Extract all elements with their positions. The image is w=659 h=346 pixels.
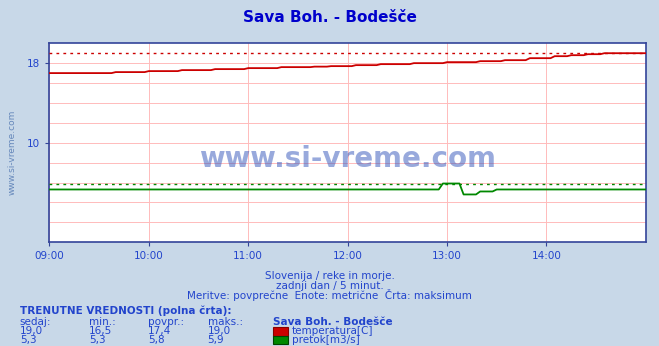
Text: Meritve: povprečne  Enote: metrične  Črta: maksimum: Meritve: povprečne Enote: metrične Črta:… [187, 289, 472, 301]
Text: Sava Boh. - Bodešče: Sava Boh. - Bodešče [243, 10, 416, 26]
Text: 5,3: 5,3 [20, 335, 36, 345]
Text: pretok[m3/s]: pretok[m3/s] [292, 335, 360, 345]
Text: 5,9: 5,9 [208, 335, 224, 345]
Text: 16,5: 16,5 [89, 326, 112, 336]
Text: 19,0: 19,0 [208, 326, 231, 336]
Text: 19,0: 19,0 [20, 326, 43, 336]
Text: min.:: min.: [89, 317, 116, 327]
Text: 17,4: 17,4 [148, 326, 171, 336]
Text: sedaj:: sedaj: [20, 317, 51, 327]
Text: www.si-vreme.com: www.si-vreme.com [199, 145, 496, 173]
Text: povpr.:: povpr.: [148, 317, 185, 327]
Text: 5,3: 5,3 [89, 335, 105, 345]
Text: 5,8: 5,8 [148, 335, 165, 345]
Text: www.si-vreme.com: www.si-vreme.com [8, 110, 17, 195]
Text: zadnji dan / 5 minut.: zadnji dan / 5 minut. [275, 281, 384, 291]
Text: TRENUTNE VREDNOSTI (polna črta):: TRENUTNE VREDNOSTI (polna črta): [20, 306, 231, 316]
Text: Sava Boh. - Bodešče: Sava Boh. - Bodešče [273, 317, 393, 327]
Text: temperatura[C]: temperatura[C] [292, 326, 374, 336]
Text: Slovenija / reke in morje.: Slovenija / reke in morje. [264, 271, 395, 281]
Text: maks.:: maks.: [208, 317, 243, 327]
